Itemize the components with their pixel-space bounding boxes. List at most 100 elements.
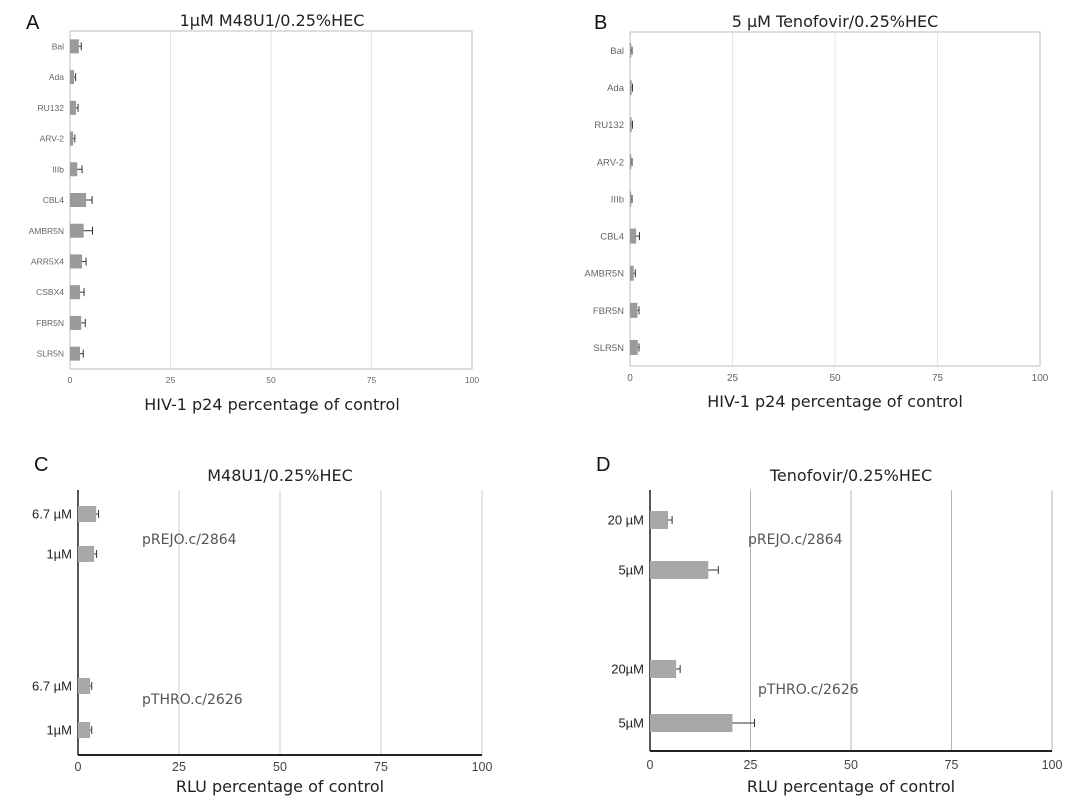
category-label: CBL4 [43,195,65,205]
bar [630,228,637,244]
panel-letter: D [596,454,611,476]
bar [70,193,87,207]
category-label: SLR5N [37,349,64,359]
category-label: 20µM [611,662,644,677]
bar [650,511,669,529]
x-tick-label: 0 [627,373,633,384]
category-label: ARV-2 [40,134,65,144]
x-tick-label: 100 [1032,373,1049,384]
category-label: 1µM [46,547,72,562]
category-label: 6.7 µM [32,679,72,694]
annotation-label: pREJO.c/2864 [142,532,237,548]
x-tick-label: 25 [166,375,176,385]
bar [630,191,632,207]
bar [630,43,632,59]
x-axis-label: RLU percentage of control [175,777,385,796]
category-label: 20 µM [608,513,644,528]
x-axis-label: HIV-1 p24 percentage of control [144,395,400,414]
panel-letter: A [26,12,40,34]
category-label: ARR5X4 [31,257,64,267]
x-tick-label: 75 [932,373,944,384]
bar [70,162,78,177]
bar [630,265,634,281]
chart-svg: 0 25 50 75 100 6.7 µM 1µM 6.7 µM 1µM pREJO.c/2864… [32,490,493,774]
bar [630,302,638,318]
bar [70,254,83,269]
category-label: ARV-2 [597,157,624,168]
chart-title: 5 µM Tenofovir/0.25%HEC [731,12,939,31]
x-tick-label: 25 [744,758,758,772]
bar [630,117,632,133]
bar [70,70,75,85]
x-tick-label: 100 [472,760,493,774]
category-label: Bal [610,46,624,57]
category-label: AMBR5N [29,226,64,236]
x-axis-label: HIV-1 p24 percentage of control [707,392,963,411]
category-label: RU132 [594,120,624,131]
x-tick-label: 100 [1042,758,1063,772]
chart-svg: 0 25 50 75 100 20 µM 5µM 20µM 5µM pREJO.c/2864 pTH… [608,490,1063,772]
chart-svg: 0 25 50 75 100 Bal Ada RU132 ARV-2 IIIb CBL4 AMBR5N… [29,30,479,385]
bar [630,154,632,170]
x-tick-label: 100 [465,375,479,385]
category-label: Bal [52,41,64,51]
panel-d: D Tenofovir/0.25%HEC 0 25 50 75 100 20 µM 5µM 2… [540,440,1075,800]
bar [70,346,81,361]
category-label: SLR5N [593,343,624,354]
category-label: 5µM [618,563,644,578]
panel-b: B 5 µM Tenofovir/0.25%HEC 0 25 50 75 100 Bal A… [540,0,1075,420]
x-tick-label: 0 [75,760,82,774]
x-tick-label: 75 [374,760,388,774]
x-tick-label: 25 [172,760,186,774]
bar [78,678,91,694]
bar [650,714,733,732]
annotation-label: pTHRO.c/2626 [758,682,859,698]
category-label: 5µM [618,716,644,731]
x-tick-label: 75 [367,375,377,385]
bar [650,561,709,579]
panel-a: A 1µM M48U1/0.25%HEC 0 25 50 75 100 Bal Ada RU1… [0,0,540,420]
bar [78,506,97,522]
bar [630,339,638,355]
annotation-label: pREJO.c/2864 [748,532,843,548]
category-label: Ada [49,72,64,82]
bar [70,285,81,300]
x-axis-label: RLU percentage of control [746,777,956,796]
category-label: FBR5N [36,318,64,328]
x-tick-label: 75 [945,758,959,772]
chart-title: 1µM M48U1/0.25%HEC [179,11,365,30]
x-tick-label: 50 [273,760,287,774]
x-tick-label: 0 [68,375,73,385]
category-label: FBR5N [593,306,624,317]
bar [78,722,91,738]
category-label: CSBX4 [36,287,64,297]
category-label: IIIb [52,164,64,174]
category-label: 1µM [46,723,72,738]
bar [650,660,677,678]
panel-letter: B [594,12,608,34]
x-tick-label: 50 [829,373,841,384]
bar [78,546,95,562]
bar [630,80,632,96]
category-label: RU132 [38,103,65,113]
chart-title: Tenofovir/0.25%HEC [769,466,933,485]
chart-svg: 0 25 50 75 100 Bal Ada RU132 ARV-2 IIIb CBL4 AMBR5N… [584,31,1049,384]
category-label: Ada [607,83,625,94]
x-tick-label: 0 [647,758,654,772]
panel-c: C M48U1/0.25%HEC 0 25 50 75 100 6.7 µM 1µM 6.7 … [0,440,540,800]
category-label: 6.7 µM [32,507,72,522]
bar [70,131,74,146]
bar [70,100,77,115]
category-label: CBL4 [600,232,624,243]
bar [70,223,84,238]
annotation-label: pTHRO.c/2626 [142,692,243,708]
category-label: AMBR5N [584,269,624,280]
bar [70,39,79,54]
x-tick-label: 25 [727,373,739,384]
category-label: IIIb [611,194,624,205]
chart-title: M48U1/0.25%HEC [207,466,353,485]
panel-letter: C [34,454,49,476]
x-tick-label: 50 [266,375,276,385]
bar [70,315,82,330]
x-tick-label: 50 [844,758,858,772]
